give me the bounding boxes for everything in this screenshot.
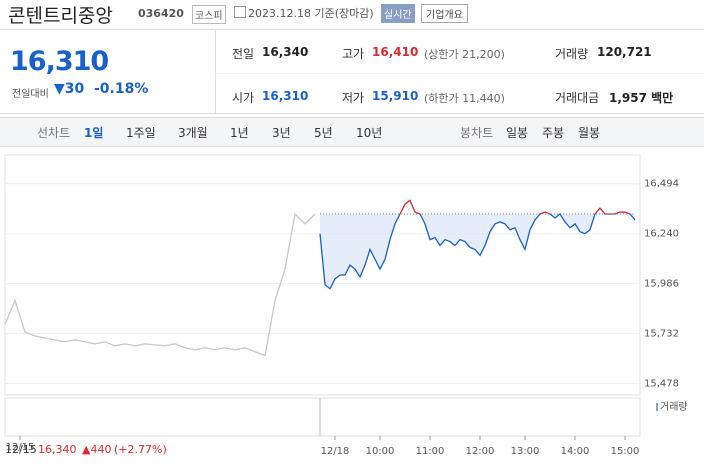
tab-label: 선차트 [37, 126, 71, 140]
tab[interactable]: 5년 [314, 126, 333, 140]
as-of-date: 2023.12.18 기준(장마감) [248, 7, 374, 20]
x-tick-label: 13:00 [511, 446, 540, 457]
tab[interactable]: 1주일 [126, 126, 156, 140]
prev-day-line [4, 212, 316, 357]
price-line [319, 214, 636, 290]
tab[interactable]: 1년 [230, 126, 249, 140]
stat-label: 전일 [232, 47, 255, 61]
x-tick-label: 12/15 [6, 442, 35, 453]
stat-value: 120,721 [597, 45, 652, 59]
divider [215, 73, 704, 74]
tab-bar [0, 117, 704, 147]
tab[interactable]: 3개월 [178, 126, 208, 140]
stat-note: (하한가 11,440) [424, 92, 505, 105]
change: ▼30 [54, 81, 85, 97]
footer-pct: (+2.77%) [114, 443, 167, 456]
stat-value: 16,310 [262, 89, 309, 103]
x-tick-label: 14:00 [561, 446, 590, 457]
tab-label: 봉차트 [460, 126, 494, 140]
y-tick-label: 15,478 [644, 379, 679, 390]
company-info-button[interactable]: 기업개요 [421, 4, 468, 23]
x-tick-label: 12:00 [466, 446, 495, 457]
stat-value: 16,340 [262, 45, 309, 59]
divider [0, 113, 704, 114]
volume-label: 거래량 [660, 401, 688, 413]
tab[interactable]: 3년 [272, 126, 291, 140]
stat-label: 시가 [232, 91, 255, 105]
calendar-icon [234, 6, 246, 18]
market-badge: 코스피 [192, 5, 226, 24]
y-tick-label: 16,494 [644, 179, 679, 190]
tab[interactable]: 1일 [84, 126, 104, 140]
divider [215, 30, 216, 113]
tab[interactable]: 10년 [356, 126, 383, 140]
divider [0, 29, 704, 30]
stat-label: 거래대금 [555, 91, 600, 105]
y-tick-label: 16,240 [644, 229, 679, 240]
stat-note: (상한가 21,200) [424, 48, 505, 61]
tab[interactable]: 주봉 [542, 126, 565, 140]
stat-value: 16,410 [372, 45, 419, 59]
tab[interactable]: 일봉 [506, 126, 529, 140]
footer-price: 16,340 [38, 443, 77, 456]
x-tick-label: 11:00 [416, 446, 445, 457]
stat-label: 거래량 [555, 47, 589, 61]
chart: 16,494 16,240 15,986 15,732 15,478 거래량 12/15 12… [4, 154, 688, 457]
stock-name: 콘텐트리중앙 [8, 5, 113, 27]
x-tick-label: 10:00 [366, 446, 395, 457]
x-tick-label: 15:00 [611, 446, 640, 457]
stock-code: 036420 [138, 7, 184, 20]
y-tick-label: 15,986 [644, 279, 679, 290]
tab[interactable]: 월봉 [578, 126, 601, 140]
stat-label: 고가 [342, 47, 365, 61]
plot-frame [4, 154, 641, 396]
x-tick-label: 12/18 [321, 446, 350, 457]
current-price: 16,310 [10, 46, 109, 77]
stat-label: 저가 [342, 91, 365, 105]
footer-date: 12/15 [5, 443, 37, 456]
stat-value: 15,910 [372, 89, 419, 103]
stat-value: 1,957 백만 [609, 91, 674, 105]
change-label: 전일대비 [12, 89, 49, 100]
volume-legend-swatch [656, 403, 658, 411]
change-pct: -0.18% [94, 81, 149, 97]
footer-change: ▲440 [82, 443, 112, 456]
realtime-button[interactable]: 실시간 [381, 4, 415, 23]
y-tick-label: 15,732 [644, 329, 679, 340]
volume-frame [4, 397, 641, 437]
